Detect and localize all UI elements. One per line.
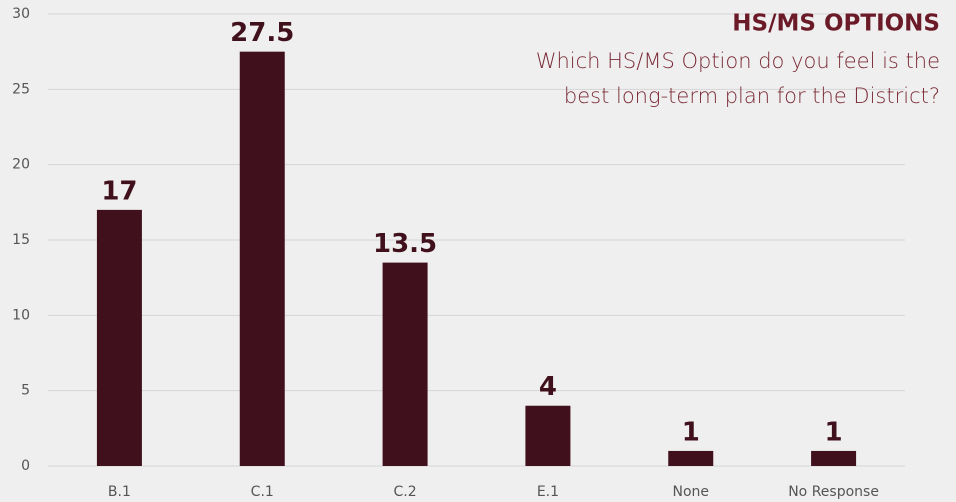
x-tick-label: No Response xyxy=(788,484,879,500)
y-tick-label: 10 xyxy=(12,307,30,323)
data-label: 1 xyxy=(682,417,700,447)
chart-subtitle: best long-term plan for the District? xyxy=(564,84,940,108)
y-tick-label: 5 xyxy=(21,383,30,399)
x-tick-label: E.1 xyxy=(537,484,559,500)
bar xyxy=(811,450,857,466)
bars xyxy=(96,51,857,467)
bar xyxy=(382,262,428,466)
x-tick-label: C.2 xyxy=(394,484,417,500)
x-tick-label: B.1 xyxy=(108,484,131,500)
bar xyxy=(525,405,571,466)
bar xyxy=(96,209,142,466)
data-label: 4 xyxy=(539,372,557,402)
data-label: 27.5 xyxy=(230,18,294,48)
x-tick-label: C.1 xyxy=(251,484,274,500)
grid xyxy=(48,13,905,467)
y-tick-label: 25 xyxy=(12,81,30,97)
data-label: 1 xyxy=(825,417,843,447)
data-label: 13.5 xyxy=(373,229,437,259)
y-tick-label: 0 xyxy=(21,458,30,474)
x-tick-label: None xyxy=(672,484,709,500)
y-tick-label: 30 xyxy=(12,6,30,22)
chart-subtitle: Which HS/MS Option do you feel is the xyxy=(536,49,940,73)
bar xyxy=(239,51,285,467)
y-tick-label: 15 xyxy=(12,232,30,248)
data-label: 17 xyxy=(101,176,137,206)
y-tick-label: 20 xyxy=(12,157,30,173)
bar xyxy=(668,450,714,466)
chart-title: HS/MS OPTIONS xyxy=(732,11,940,37)
